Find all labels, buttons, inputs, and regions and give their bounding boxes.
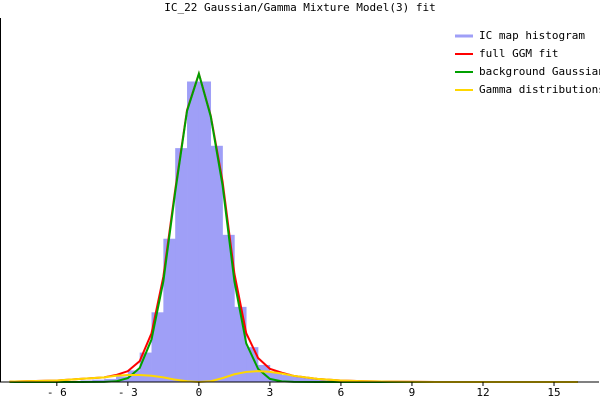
histogram-bar bbox=[151, 312, 164, 382]
legend-label: IC map histogram bbox=[479, 29, 585, 42]
x-tick-label: - 6 bbox=[47, 386, 67, 399]
x-tick-label: 15 bbox=[547, 386, 560, 399]
histogram-bar bbox=[127, 370, 140, 382]
histogram-bar bbox=[246, 347, 259, 382]
x-tick-label: - 3 bbox=[118, 386, 138, 399]
histogram-bar bbox=[187, 81, 200, 383]
x-tick-label: 9 bbox=[409, 386, 416, 399]
histogram-bar bbox=[198, 81, 212, 383]
fit-line bbox=[9, 70, 578, 383]
histogram-bar bbox=[104, 378, 117, 382]
histogram-bar bbox=[317, 378, 330, 382]
legend-label: background Gaussian bbox=[479, 65, 600, 78]
legend-label: full GGM fit bbox=[479, 47, 558, 60]
fit-line bbox=[9, 370, 578, 384]
histogram-bar bbox=[293, 376, 306, 382]
histogram-bar bbox=[269, 371, 283, 382]
x-tick-label: 6 bbox=[338, 386, 345, 399]
x-tick-label: 0 bbox=[196, 386, 203, 399]
x-tick-label: 3 bbox=[267, 386, 274, 399]
x-tick-label: 12 bbox=[476, 386, 489, 399]
fit-line bbox=[9, 70, 578, 383]
histogram-bar bbox=[305, 378, 318, 382]
histogram-bar bbox=[281, 375, 294, 382]
histogram-bar bbox=[210, 145, 223, 382]
chart-title: IC_22 Gaussian/Gamma Mixture Model(3) fi… bbox=[164, 1, 436, 14]
histogram-bar bbox=[222, 234, 235, 382]
legend-label: Gamma distributions bbox=[479, 83, 600, 96]
histogram-bar bbox=[92, 379, 105, 382]
histogram-bar bbox=[175, 148, 188, 382]
histogram-bar bbox=[163, 238, 176, 382]
